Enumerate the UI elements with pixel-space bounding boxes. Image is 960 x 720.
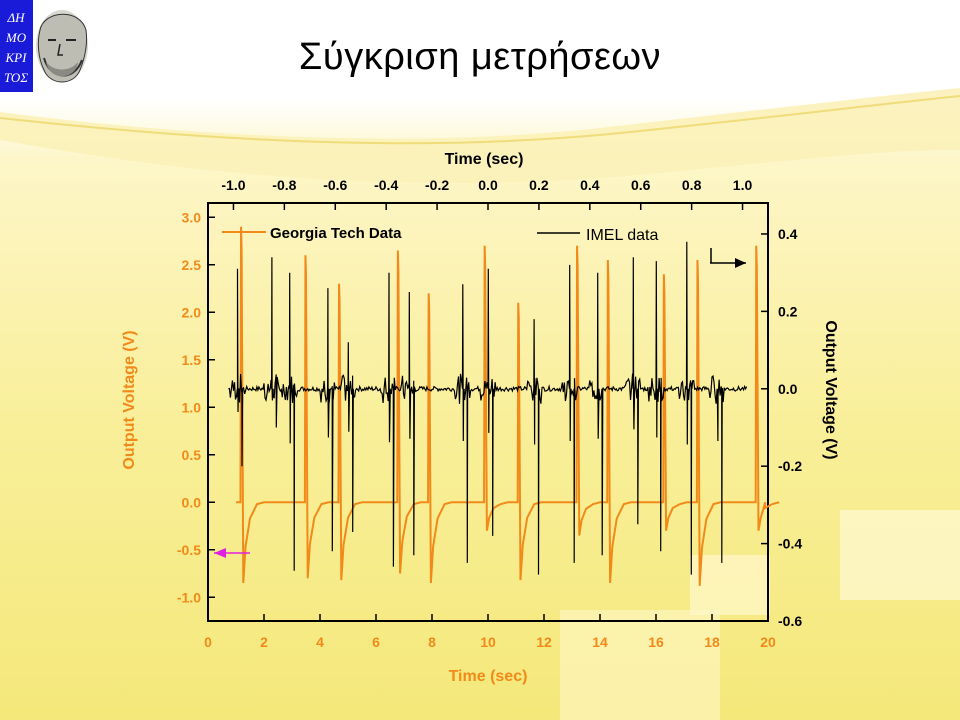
bottom-tick-label: 2 (260, 634, 268, 650)
bottom-tick-label: 12 (536, 634, 552, 650)
top-tick-label: -0.6 (323, 177, 347, 193)
top-tick-label: 0.4 (580, 177, 600, 193)
georgia-tech-series (236, 226, 780, 586)
svg-text:ΤΟΣ: ΤΟΣ (4, 70, 28, 85)
bottom-tick-label: 8 (428, 634, 436, 650)
top-tick-label: -1.0 (221, 177, 245, 193)
left-tick-label: 0.0 (182, 494, 202, 510)
demokritos-logo: ΔΗ ΜΟ ΚΡΙ ΤΟΣ (0, 0, 95, 92)
left-tick-label: 2.0 (182, 304, 202, 320)
bottom-tick-label: 18 (704, 634, 720, 650)
svg-text:ΔΗ: ΔΗ (6, 10, 25, 25)
right-tick-label: -0.6 (778, 613, 802, 629)
right-axis-label: Output Voltage (V) (822, 320, 839, 459)
left-tick-label: 1.0 (182, 399, 202, 415)
right-tick-label: 0.0 (778, 381, 798, 397)
legend-imel-label: IMEL data (586, 227, 658, 244)
bottom-tick-label: 4 (316, 634, 324, 650)
left-tick-label: 0.5 (182, 447, 202, 463)
bottom-tick-label: 6 (372, 634, 380, 650)
left-tick-label: 3.0 (182, 209, 202, 225)
right-tick-label: 0.2 (778, 303, 798, 319)
right-tick-label: 0.4 (778, 226, 798, 242)
slide-title: Σύγκριση μετρήσεων (298, 36, 662, 78)
bottom-tick-label: 0 (204, 634, 212, 650)
right-tick-label: -0.4 (778, 536, 802, 552)
top-tick-label: -0.4 (374, 177, 398, 193)
svg-text:ΚΡΙ: ΚΡΙ (5, 50, 28, 65)
legend-georgia-label: Georgia Tech Data (270, 225, 402, 242)
imel-series (228, 241, 748, 575)
left-tick-label: 2.5 (182, 257, 202, 273)
top-tick-label: -0.2 (425, 177, 449, 193)
right-tick-label: -0.2 (778, 458, 802, 474)
bottom-tick-label: 10 (480, 634, 496, 650)
top-tick-label: 0.0 (478, 177, 498, 193)
bottom-tick-label: 16 (648, 634, 664, 650)
top-tick-label: -0.8 (272, 177, 296, 193)
top-tick-label: 0.6 (631, 177, 651, 193)
top-tick-label: 0.8 (682, 177, 702, 193)
top-tick-label: 1.0 (733, 177, 753, 193)
bottom-axis-label: Time (sec) (449, 668, 528, 685)
plot-frame (207, 202, 769, 622)
bottom-tick-label: 14 (592, 634, 608, 650)
left-axis-arrowhead (214, 548, 226, 558)
top-tick-label: 0.2 (529, 177, 549, 193)
top-axis-label: Time (sec) (445, 151, 524, 168)
bottom-tick-label: 20 (760, 634, 776, 650)
left-axis-label: Output Voltage (V) (121, 330, 138, 469)
left-tick-label: -0.5 (177, 542, 201, 558)
right-axis-arrowhead (735, 258, 746, 268)
left-tick-label: -1.0 (177, 589, 201, 605)
left-tick-label: 1.5 (182, 352, 202, 368)
svg-text:ΜΟ: ΜΟ (5, 30, 27, 45)
